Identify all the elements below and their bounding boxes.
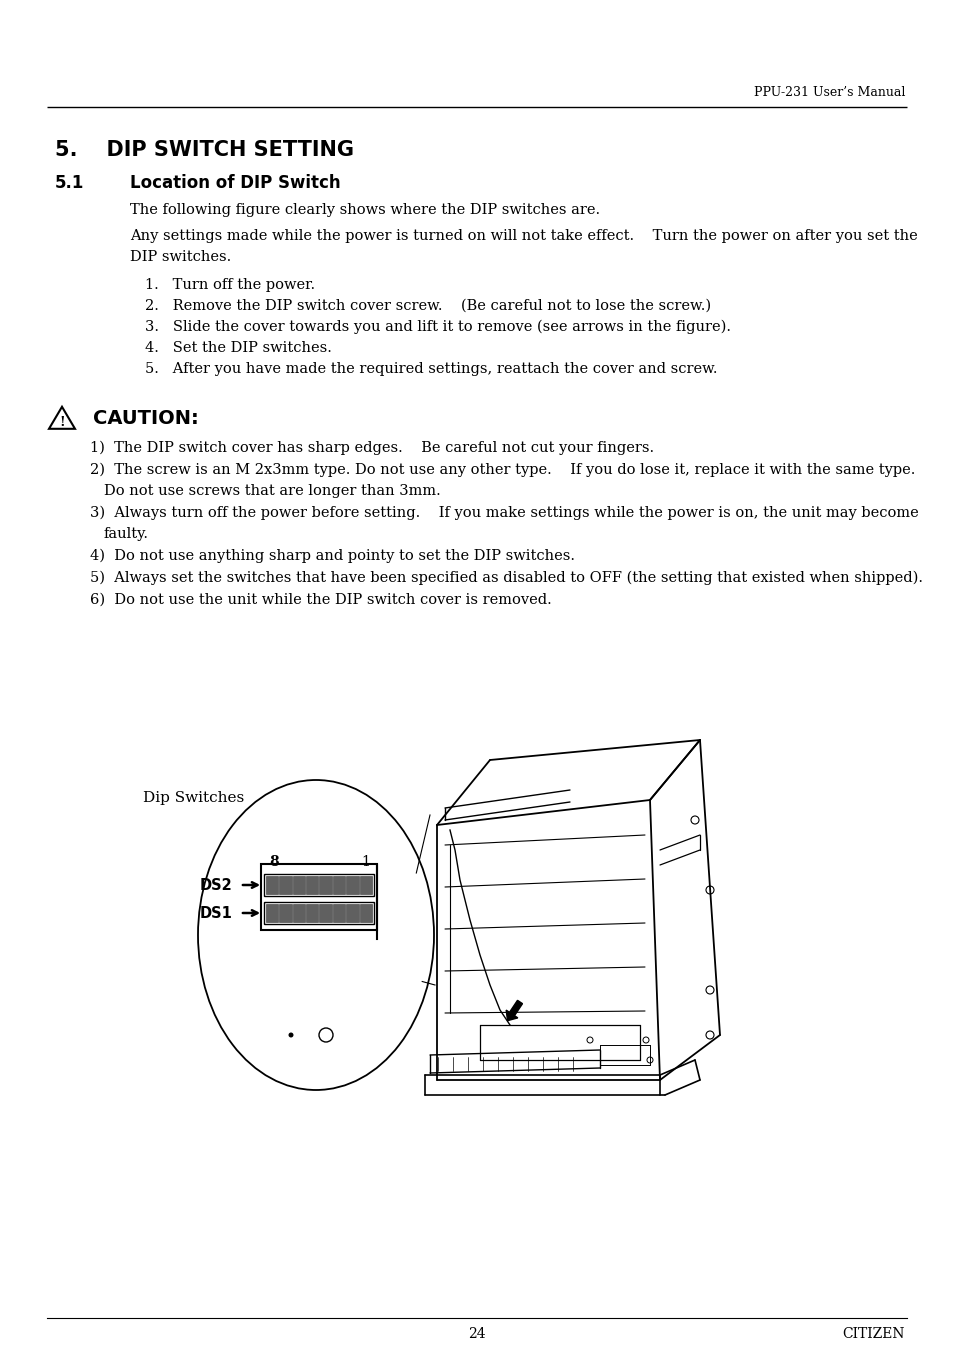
Bar bbox=[359, 904, 372, 921]
Text: CITIZEN: CITIZEN bbox=[841, 1327, 904, 1342]
Bar bbox=[306, 904, 318, 921]
Bar bbox=[264, 874, 374, 896]
Text: 2.   Remove the DIP switch cover screw.    (Be careful not to lose the screw.): 2. Remove the DIP switch cover screw. (B… bbox=[145, 299, 710, 313]
Bar bbox=[306, 875, 318, 894]
Bar bbox=[333, 904, 345, 921]
Text: Location of DIP Switch: Location of DIP Switch bbox=[130, 174, 340, 192]
Text: PPU-231 User’s Manual: PPU-231 User’s Manual bbox=[753, 85, 904, 99]
Text: Do not use screws that are longer than 3mm.: Do not use screws that are longer than 3… bbox=[104, 484, 440, 499]
Text: 1)  The DIP switch cover has sharp edges.    Be careful not cut your fingers.: 1) The DIP switch cover has sharp edges.… bbox=[90, 440, 654, 455]
Text: Any settings made while the power is turned on will not take effect.    Turn the: Any settings made while the power is tur… bbox=[130, 230, 917, 243]
Bar bbox=[346, 875, 358, 894]
Text: 1: 1 bbox=[361, 855, 370, 869]
Text: faulty.: faulty. bbox=[104, 527, 149, 540]
Text: DIP switches.: DIP switches. bbox=[130, 250, 231, 263]
Text: 6)  Do not use the unit while the DIP switch cover is removed.: 6) Do not use the unit while the DIP swi… bbox=[90, 593, 551, 607]
Text: 5.1: 5.1 bbox=[55, 174, 84, 192]
Text: 4.   Set the DIP switches.: 4. Set the DIP switches. bbox=[145, 340, 332, 355]
FancyArrow shape bbox=[506, 1000, 522, 1020]
Text: 5.   After you have made the required settings, reattach the cover and screw.: 5. After you have made the required sett… bbox=[145, 362, 717, 376]
Text: DS1: DS1 bbox=[200, 905, 233, 920]
Text: CAUTION:: CAUTION: bbox=[92, 408, 198, 427]
Text: 2)  The screw is an M 2x3mm type. Do not use any other type.    If you do lose i: 2) The screw is an M 2x3mm type. Do not … bbox=[90, 463, 915, 477]
Bar bbox=[333, 875, 345, 894]
Bar bbox=[319, 875, 332, 894]
Text: 5)  Always set the switches that have been specified as disabled to OFF (the set: 5) Always set the switches that have bee… bbox=[90, 571, 923, 585]
Text: DS2: DS2 bbox=[200, 878, 233, 893]
Text: 3)  Always turn off the power before setting.    If you make settings while the : 3) Always turn off the power before sett… bbox=[90, 505, 918, 520]
Bar bbox=[319, 904, 332, 921]
Bar bbox=[261, 865, 376, 929]
Bar bbox=[359, 875, 372, 894]
Bar bbox=[293, 904, 305, 921]
Text: 4)  Do not use anything sharp and pointy to set the DIP switches.: 4) Do not use anything sharp and pointy … bbox=[90, 549, 575, 563]
Text: 5.    DIP SWITCH SETTING: 5. DIP SWITCH SETTING bbox=[55, 141, 354, 159]
Bar bbox=[293, 875, 305, 894]
Bar bbox=[279, 904, 292, 921]
Text: Dip Switches: Dip Switches bbox=[143, 790, 244, 805]
Text: 24: 24 bbox=[468, 1327, 485, 1342]
Text: 8: 8 bbox=[269, 855, 278, 869]
Text: !: ! bbox=[59, 416, 65, 428]
Bar bbox=[346, 904, 358, 921]
Text: 3.   Slide the cover towards you and lift it to remove (see arrows in the figure: 3. Slide the cover towards you and lift … bbox=[145, 320, 730, 334]
Bar bbox=[266, 904, 278, 921]
Text: 1.   Turn off the power.: 1. Turn off the power. bbox=[145, 278, 314, 292]
Text: The following figure clearly shows where the DIP switches are.: The following figure clearly shows where… bbox=[130, 203, 599, 218]
Bar bbox=[266, 875, 278, 894]
Bar bbox=[264, 902, 374, 924]
Bar bbox=[279, 875, 292, 894]
Circle shape bbox=[288, 1032, 294, 1038]
